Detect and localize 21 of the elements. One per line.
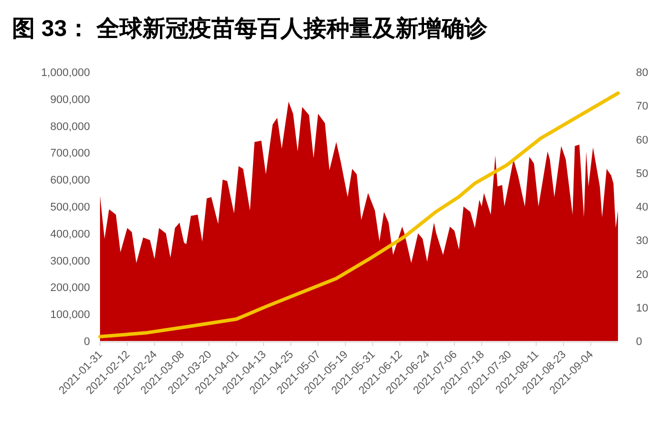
y-tick-label: 100,000 [50,309,90,322]
y-tick-label: 500,000 [50,202,90,214]
y2-tick-label: 80 [636,67,648,79]
y2-tick-label: 60 [636,134,648,146]
y-tick-label: 900,000 [50,94,90,106]
y2-tick-label: 30 [636,235,648,248]
y-tick-label: 0 [84,336,90,348]
y2-tick-label: 0 [636,336,642,348]
chart-title: 图 33： 全球新冠疫苗每百人接种量及新增确诊 [12,15,488,41]
y2-tick-label: 70 [636,100,648,113]
y2-tick-label: 40 [636,202,648,214]
y-tick-label: 600,000 [50,174,90,187]
y-tick-label: 300,000 [50,255,90,268]
y-tick-label: 1,000,000 [41,67,90,79]
y2-tick-label: 20 [636,268,648,281]
y-tick-label: 200,000 [50,282,90,294]
y-tick-label: 400,000 [50,228,90,240]
y-tick-label: 800,000 [50,120,90,133]
y2-tick-label: 50 [636,168,648,180]
y-tick-label: 700,000 [50,148,90,160]
y2-tick-label: 10 [636,302,648,314]
